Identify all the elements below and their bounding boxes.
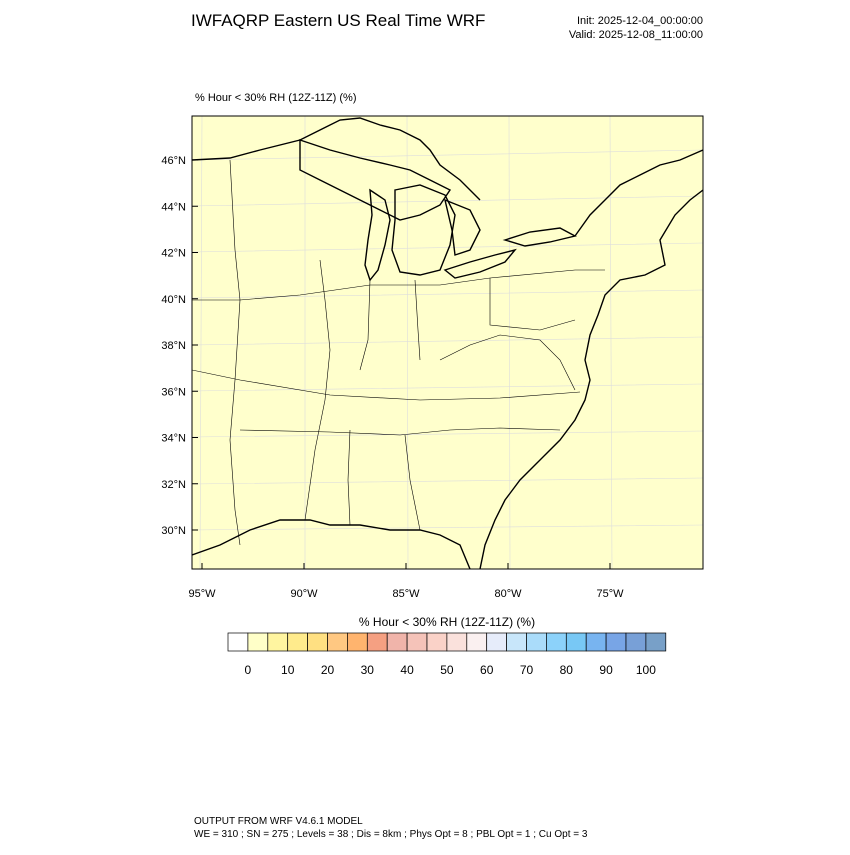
colorbar-label: 40 <box>400 663 414 677</box>
colorbar-box <box>645 632 667 652</box>
lon-label: 90°W <box>290 588 318 600</box>
colorbar-box <box>347 632 368 652</box>
colorbar-label: 70 <box>520 663 534 677</box>
lat-label: 34°N <box>161 433 186 445</box>
colorbar-label: 50 <box>440 663 454 677</box>
colorbar-label: 10 <box>281 663 295 677</box>
colorbar-box <box>247 632 269 652</box>
colorbar-label: 100 <box>636 663 656 677</box>
map-frame <box>191 115 704 570</box>
colorbar-box <box>307 632 328 652</box>
lat-label: 40°N <box>161 294 186 306</box>
colorbar-box <box>366 632 388 652</box>
colorbar-box <box>446 632 468 652</box>
lon-label: 75°W <box>596 588 624 600</box>
colorbar-box <box>565 632 587 652</box>
init-time: Init: 2025-12-04_00:00:00 <box>577 15 703 27</box>
colorbar-box <box>386 632 408 652</box>
colorbar-label: 80 <box>560 663 574 677</box>
lat-label: 46°N <box>161 155 186 167</box>
colorbar-label: 90 <box>599 663 613 677</box>
colorbar-box <box>585 632 607 652</box>
colorbar-box <box>426 632 448 652</box>
colorbar-box <box>287 632 308 652</box>
footer-line: WE = 310 ; SN = 275 ; Levels = 38 ; Dis … <box>194 829 588 840</box>
colorbar-box <box>267 632 289 652</box>
colorbar-box <box>227 632 249 652</box>
lon-label: 95°W <box>188 588 216 600</box>
map-geography <box>192 116 703 569</box>
colorbar-box <box>605 632 627 652</box>
colorbar-label: 20 <box>321 663 335 677</box>
colorbar-box <box>526 632 547 652</box>
colorbar-title: % Hour < 30% RH (12Z-11Z) (%) <box>359 615 535 629</box>
title: IWFAQRP Eastern US Real Time WRF <box>191 11 485 30</box>
map-background <box>192 116 703 569</box>
lat-label: 36°N <box>161 386 186 398</box>
colorbar-label: 0 <box>245 663 252 677</box>
colorbar-box <box>486 632 507 652</box>
lat-label: 32°N <box>161 479 186 491</box>
colorbar-box <box>406 632 428 652</box>
lon-label: 85°W <box>392 588 420 600</box>
colorbar-label: 30 <box>361 663 375 677</box>
valid-time: Valid: 2025-12-08_11:00:00 <box>569 29 703 41</box>
colorbar-box <box>506 632 527 652</box>
colorbar-box <box>466 632 488 652</box>
colorbar-box <box>546 632 567 652</box>
lon-label: 80°W <box>494 588 522 600</box>
lat-label: 44°N <box>161 201 186 213</box>
colorbar-label: 60 <box>480 663 494 677</box>
colorbar-box <box>327 632 348 652</box>
lat-label: 30°N <box>161 525 186 537</box>
colorbar-box <box>625 632 647 652</box>
lat-label: 42°N <box>161 248 186 260</box>
map-subtitle: % Hour < 30% RH (12Z-11Z) (%) <box>195 92 356 104</box>
lat-label: 38°N <box>161 340 186 352</box>
footer-line: OUTPUT FROM WRF V4.6.1 MODEL <box>194 816 363 827</box>
